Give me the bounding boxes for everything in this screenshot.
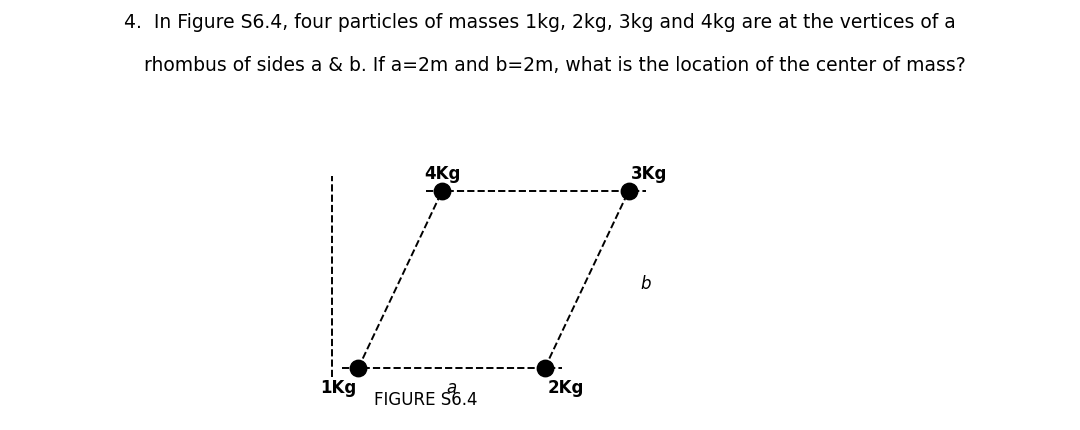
Text: 4.  In Figure S6.4, four particles of masses 1kg, 2kg, 3kg and 4kg are at the ve: 4. In Figure S6.4, four particles of mas… — [124, 13, 956, 32]
Point — [434, 188, 451, 195]
Text: a: a — [446, 378, 457, 396]
Text: rhombus of sides a & b. If a=2m and b=2m, what is the location of the center of : rhombus of sides a & b. If a=2m and b=2m… — [114, 56, 966, 75]
Text: 4Kg: 4Kg — [424, 165, 460, 182]
Text: 1Kg: 1Kg — [320, 378, 356, 396]
Text: FIGURE S6.4: FIGURE S6.4 — [374, 390, 477, 408]
Text: b: b — [640, 274, 651, 292]
Text: 2Kg: 2Kg — [548, 378, 583, 396]
Point — [350, 365, 367, 372]
Point — [620, 188, 637, 195]
Point — [537, 365, 554, 372]
Text: 3Kg: 3Kg — [631, 165, 667, 182]
